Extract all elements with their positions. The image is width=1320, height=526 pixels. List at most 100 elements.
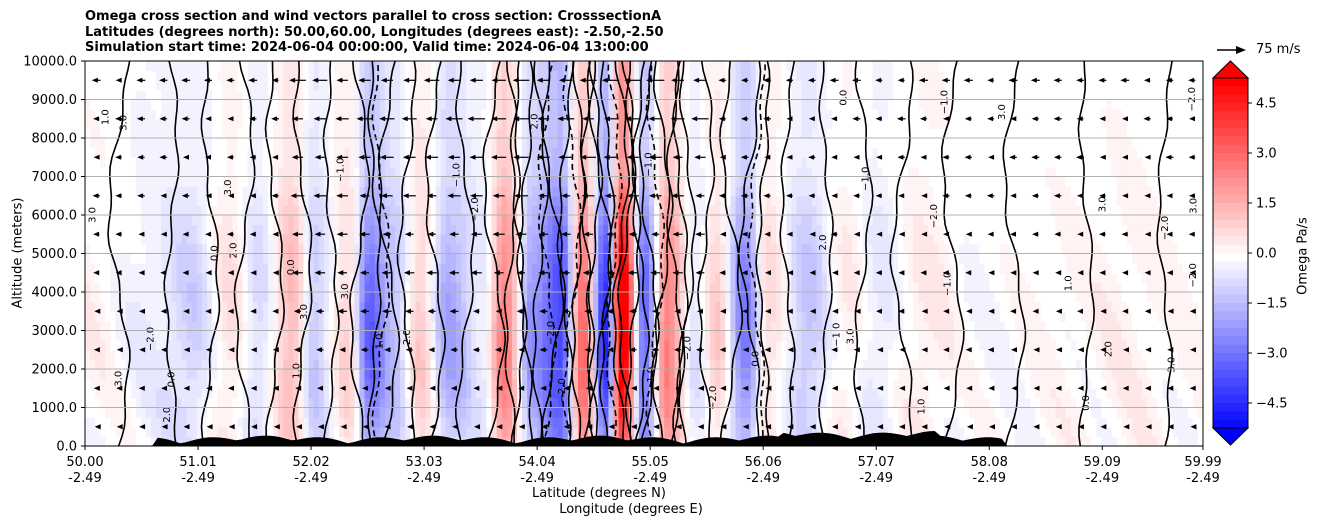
omega-cell — [1025, 272, 1031, 283]
omega-cell — [176, 388, 183, 399]
omega-cell — [339, 234, 345, 245]
omega-cell — [267, 378, 274, 389]
omega-cell — [273, 426, 279, 437]
omega-cell — [100, 378, 106, 389]
omega-cell — [196, 253, 203, 264]
omega-cell — [923, 417, 930, 428]
omega-cell — [1177, 369, 1184, 380]
omega-cell — [1142, 359, 1148, 370]
omega-cell — [999, 253, 1006, 264]
omega-cell — [1045, 417, 1052, 428]
omega-cell — [516, 349, 523, 360]
omega-cell — [603, 301, 610, 312]
omega-cell — [623, 311, 630, 322]
omega-cell — [206, 263, 213, 274]
omega-cell — [593, 320, 599, 332]
omega-cell — [95, 253, 101, 264]
omega-cell — [135, 426, 142, 437]
omega-cell — [943, 340, 950, 351]
omega-cell — [1157, 292, 1163, 303]
omega-cell — [1142, 417, 1148, 428]
omega-cell — [806, 359, 813, 370]
omega-cell — [313, 417, 320, 428]
omega-cell — [649, 417, 655, 428]
omega-cell — [156, 388, 162, 399]
omega-cell — [1147, 234, 1153, 245]
omega-cell — [1030, 397, 1036, 409]
omega-cell — [369, 378, 376, 389]
omega-cell — [1167, 320, 1174, 332]
omega-cell — [771, 369, 777, 380]
omega-cell — [948, 234, 955, 245]
omega-cell — [425, 263, 432, 274]
omega-cell — [572, 320, 579, 332]
omega-cell — [598, 378, 604, 389]
omega-cell — [410, 243, 416, 255]
omega-cell — [410, 263, 416, 274]
omega-cell — [1025, 253, 1031, 264]
omega-cell — [1147, 253, 1153, 264]
omega-cell — [105, 272, 112, 283]
omega-cell — [542, 330, 549, 341]
omega-cell — [588, 417, 594, 428]
omega-cell — [882, 369, 889, 380]
omega-cell — [1020, 253, 1026, 264]
omega-cell — [562, 426, 569, 437]
omega-cell — [1152, 369, 1158, 380]
omega-cell — [552, 340, 559, 351]
omega-cell — [913, 272, 920, 283]
omega-cell — [1197, 263, 1203, 274]
omega-cell — [161, 234, 167, 245]
omega-cell — [262, 378, 269, 389]
omega-cell — [323, 330, 330, 341]
omega-cell — [1142, 436, 1148, 446]
omega-cell — [771, 330, 777, 341]
omega-cell — [430, 359, 437, 370]
omega-cell — [267, 272, 274, 283]
omega-cell — [389, 243, 396, 255]
omega-cell — [781, 282, 787, 293]
omega-cell — [882, 282, 889, 293]
omega-cell — [339, 330, 345, 341]
omega-cell — [628, 263, 635, 274]
omega-cell — [1197, 436, 1203, 446]
omega-cell — [669, 359, 676, 370]
omega-cell — [1101, 340, 1108, 351]
omega-cell — [257, 378, 264, 389]
omega-cell — [1187, 436, 1194, 446]
omega-cell — [1075, 330, 1082, 341]
omega-cell — [217, 320, 223, 332]
omega-cell — [105, 407, 112, 418]
omega-cell — [771, 349, 777, 360]
omega-cell — [1192, 407, 1199, 418]
omega-cell — [867, 301, 874, 312]
omega-cell — [110, 388, 117, 399]
omega-cell — [476, 272, 482, 283]
omega-cell — [334, 292, 340, 303]
omega-cell — [455, 301, 462, 312]
omega-cell — [115, 417, 122, 428]
omega-cell — [735, 301, 742, 312]
omega-cell — [359, 388, 366, 399]
omega-cell — [572, 407, 579, 418]
omega-cell — [994, 263, 1001, 274]
omega-cell — [364, 388, 371, 399]
omega-cell — [430, 320, 437, 332]
omega-cell — [450, 243, 457, 255]
omega-cell — [725, 359, 731, 370]
omega-cell — [918, 243, 925, 255]
omega-cell — [176, 301, 183, 312]
omega-cell — [156, 417, 162, 428]
omega-cell — [552, 397, 559, 409]
omega-cell — [461, 359, 467, 370]
omega-cell — [898, 349, 904, 360]
omega-cell — [222, 320, 228, 332]
omega-cell — [842, 330, 848, 341]
omega-cell — [918, 272, 925, 283]
omega-cell — [1096, 330, 1102, 341]
omega-cell — [654, 330, 660, 341]
omega-cell — [532, 397, 538, 409]
omega-cell — [796, 311, 803, 322]
omega-cell — [969, 349, 975, 360]
omega-cell — [638, 426, 645, 437]
